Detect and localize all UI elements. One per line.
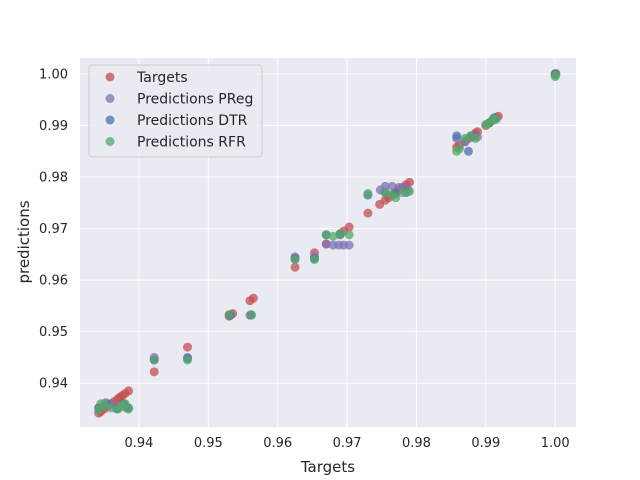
point-predictions-preg bbox=[387, 181, 397, 191]
point-predictions-rfr bbox=[344, 230, 354, 240]
y-tick-label: 0.98 bbox=[39, 171, 68, 186]
legend-label: Targets bbox=[136, 70, 188, 86]
legend: Targets Predictions PReg Predictions DTR Pr… bbox=[88, 64, 263, 158]
point-predictions-rfr bbox=[398, 188, 408, 198]
x-tick-label: 0.94 bbox=[124, 436, 153, 451]
point-predictions-rfr bbox=[328, 231, 338, 241]
point-predictions-rfr bbox=[470, 133, 480, 143]
point-targets bbox=[290, 262, 300, 272]
x-tick-label: 0.97 bbox=[333, 436, 362, 451]
y-tick-label: 0.94 bbox=[39, 377, 68, 392]
point-predictions-preg bbox=[321, 239, 331, 249]
point-predictions-rfr bbox=[321, 230, 331, 240]
legend-marker bbox=[105, 137, 115, 146]
point-predictions-rfr bbox=[491, 114, 501, 124]
point-predictions-rfr bbox=[551, 70, 561, 80]
point-predictions-dtr bbox=[452, 131, 462, 141]
legend-label: Predictions PReg bbox=[137, 92, 253, 108]
legend-box bbox=[88, 64, 263, 158]
data-points bbox=[94, 68, 561, 418]
point-predictions-rfr bbox=[380, 188, 390, 198]
point-targets bbox=[344, 222, 354, 232]
point-predictions-dtr bbox=[463, 146, 473, 156]
y-axis-ticks: 0.94 0.95 0.96 0.97 0.98 0.99 1.00 bbox=[39, 67, 68, 391]
y-tick-label: 0.95 bbox=[39, 325, 68, 340]
point-predictions-rfr bbox=[124, 404, 134, 414]
point-predictions-rfr bbox=[106, 403, 116, 413]
y-tick-label: 0.96 bbox=[39, 274, 68, 289]
y-axis-label: predictions bbox=[15, 200, 33, 283]
point-predictions-rfr bbox=[309, 255, 319, 265]
legend-label: Predictions RFR bbox=[137, 135, 246, 151]
x-axis-ticks: 0.94 0.95 0.96 0.97 0.98 0.99 1.00 bbox=[124, 436, 569, 451]
x-axis-label: Targets bbox=[300, 458, 355, 476]
point-predictions-rfr bbox=[290, 255, 300, 265]
series-predictions-rfr bbox=[94, 70, 561, 415]
x-tick-label: 0.99 bbox=[471, 436, 500, 451]
x-tick-label: 0.95 bbox=[194, 436, 223, 451]
legend-label: Predictions DTR bbox=[137, 113, 248, 129]
point-targets bbox=[183, 342, 193, 352]
x-tick-label: 1.00 bbox=[541, 436, 570, 451]
point-predictions-preg bbox=[344, 240, 354, 250]
point-predictions-rfr bbox=[99, 400, 109, 410]
x-tick-label: 0.98 bbox=[402, 436, 431, 451]
legend-marker bbox=[105, 94, 115, 103]
point-targets bbox=[124, 386, 134, 396]
y-tick-label: 1.00 bbox=[39, 67, 68, 82]
point-predictions-rfr bbox=[454, 144, 464, 154]
point-predictions-rfr bbox=[363, 189, 373, 199]
point-predictions-preg bbox=[380, 181, 390, 191]
point-targets bbox=[149, 367, 159, 377]
point-predictions-rfr bbox=[183, 355, 193, 365]
y-tick-label: 0.97 bbox=[39, 222, 68, 237]
point-predictions-rfr bbox=[224, 310, 234, 320]
point-targets bbox=[248, 293, 258, 303]
point-targets bbox=[363, 208, 373, 218]
point-predictions-rfr bbox=[405, 186, 415, 196]
legend-marker bbox=[105, 115, 115, 125]
point-predictions-rfr bbox=[149, 355, 159, 365]
x-tick-label: 0.96 bbox=[263, 436, 292, 451]
y-tick-label: 0.99 bbox=[39, 119, 68, 134]
point-predictions-rfr bbox=[391, 193, 401, 203]
point-predictions-rfr bbox=[246, 310, 256, 320]
legend-marker bbox=[105, 72, 115, 82]
point-predictions-rfr bbox=[335, 229, 345, 239]
grid-lines bbox=[80, 58, 576, 427]
